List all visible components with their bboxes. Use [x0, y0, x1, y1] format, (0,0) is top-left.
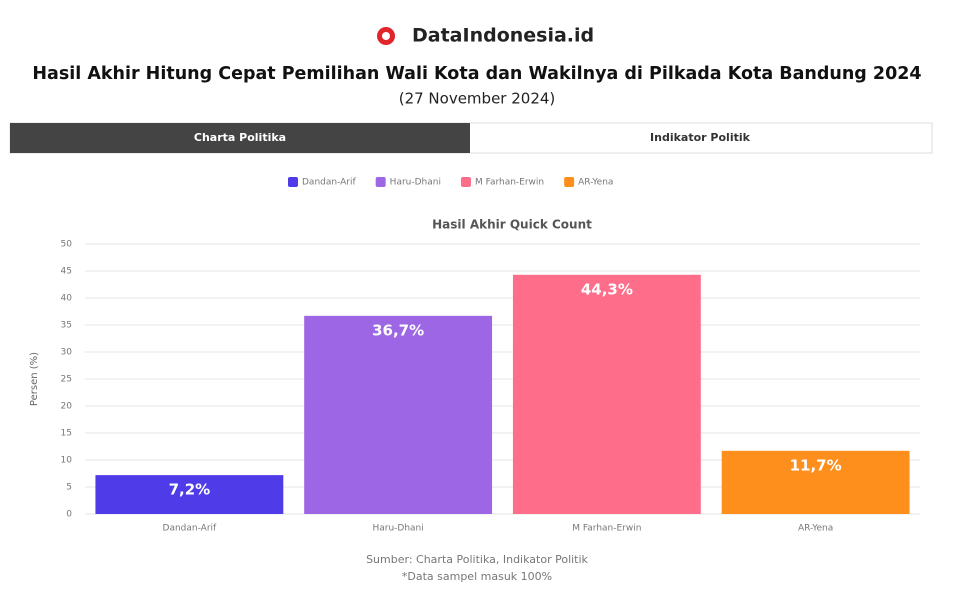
y-tick-label: 40 — [61, 294, 73, 304]
legend-label: AR-Yena — [578, 178, 613, 188]
legend-swatch — [375, 177, 386, 187]
y-tick-label: 20 — [61, 402, 73, 412]
tab-active[interactable] — [10, 123, 470, 153]
chart-title: Hasil Akhir Quick Count — [432, 218, 592, 232]
legend-swatch — [288, 177, 298, 187]
data-label: 36,7% — [372, 321, 424, 339]
x-tick-label: Dandan-Arif — [163, 524, 217, 534]
x-tick-label: Haru-Dhani — [372, 524, 423, 534]
legend-label: Dandan-Arif — [302, 178, 356, 188]
brand: DataIndonesia.id — [412, 25, 594, 47]
logo-hole — [382, 32, 390, 40]
legend-swatch — [564, 177, 575, 187]
x-tick-label: AR-Yena — [798, 524, 833, 534]
legend-swatch — [460, 177, 471, 187]
legend-label: M Farhan-Erwin — [475, 178, 544, 188]
y-tick-label: 15 — [61, 429, 72, 439]
y-tick-label: 30 — [61, 348, 73, 358]
bar — [512, 274, 701, 514]
y-tick-label: 0 — [66, 510, 72, 520]
y-axis-label: Persen (%) — [29, 352, 40, 406]
page-subtitle: (27 November 2024) — [399, 90, 556, 108]
y-tick-label: 25 — [61, 375, 72, 385]
tab[interactable]: Charta Politika — [194, 131, 286, 144]
bar — [721, 450, 910, 514]
data-label: 11,7% — [790, 456, 842, 474]
bar — [304, 315, 493, 514]
bar — [95, 475, 284, 514]
y-tick-label: 35 — [61, 321, 72, 331]
page-title: Hasil Akhir Hitung Cepat Pemilihan Wali … — [32, 64, 921, 84]
x-tick-label: M Farhan-Erwin — [572, 524, 641, 534]
data-label: 44,3% — [581, 280, 633, 298]
y-tick-label: 50 — [61, 240, 73, 250]
note: *Data sampel masuk 100% — [402, 570, 552, 583]
legend-label: Haru-Dhani — [390, 178, 441, 188]
y-tick-label: 5 — [66, 483, 72, 493]
y-tick-label: 45 — [61, 267, 72, 277]
y-tick-label: 10 — [61, 456, 73, 466]
tab[interactable]: Indikator Politik — [650, 131, 751, 144]
data-label: 7,2% — [169, 481, 211, 499]
source: Sumber: Charta Politika, Indikator Polit… — [366, 553, 588, 566]
